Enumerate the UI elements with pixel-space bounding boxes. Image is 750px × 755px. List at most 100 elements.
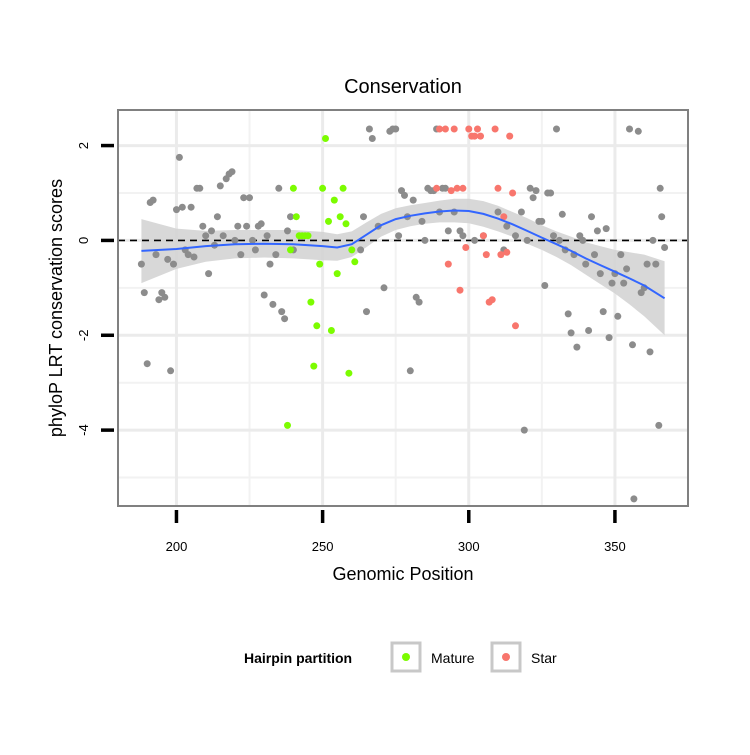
data-point-other: [553, 125, 560, 133]
data-point-other: [278, 308, 286, 316]
data-point-star: [474, 125, 481, 133]
data-point-other: [284, 227, 291, 235]
data-point-other: [406, 367, 414, 375]
data-point-other: [532, 187, 540, 195]
data-point-other: [380, 284, 388, 292]
data-point-other: [140, 289, 148, 297]
x-axis-label: Genomic Position: [332, 564, 473, 584]
data-point-star: [497, 251, 505, 259]
data-point-other: [418, 217, 426, 225]
data-point-mature: [348, 246, 356, 254]
data-point-other: [266, 260, 274, 268]
data-point-other: [512, 232, 519, 240]
data-point-other: [541, 282, 549, 289]
data-point-other: [149, 196, 157, 204]
data-point-other: [503, 222, 511, 230]
data-point-other: [219, 232, 227, 240]
data-point-other: [392, 125, 400, 133]
data-point-other: [234, 222, 242, 230]
x-tick-label: 300: [458, 539, 480, 554]
data-point-other: [228, 168, 236, 176]
data-point-mature: [289, 184, 297, 192]
data-point-other: [605, 334, 613, 342]
data-point-star: [479, 232, 487, 240]
data-point-mature: [319, 184, 327, 192]
data-point-mature: [307, 298, 315, 306]
data-point-other: [365, 125, 373, 133]
data-point-mature: [292, 213, 300, 221]
data-points: [137, 125, 669, 503]
data-point-other: [582, 260, 590, 268]
data-point-other: [421, 236, 429, 244]
data-point-other: [558, 210, 566, 218]
x-tick-label: 350: [604, 539, 626, 554]
data-point-other: [231, 236, 239, 244]
data-point-star: [500, 213, 508, 221]
data-point-other: [208, 227, 215, 235]
data-point-other: [187, 203, 195, 211]
data-point-other: [199, 222, 207, 230]
data-point-other: [257, 220, 265, 228]
data-point-other: [564, 310, 572, 318]
data-point-mature: [336, 213, 344, 221]
data-point-other: [608, 279, 616, 287]
data-point-star: [482, 251, 490, 259]
data-point-star: [456, 286, 464, 294]
data-point-other: [360, 213, 367, 221]
legend-swatch-star: [502, 653, 510, 661]
data-point-star: [509, 189, 517, 197]
data-point-other: [655, 421, 663, 429]
data-point-other: [178, 203, 186, 211]
y-tick-label: -4: [76, 424, 91, 436]
data-point-other: [205, 270, 213, 278]
data-point-other: [246, 194, 253, 202]
data-point-other: [444, 227, 452, 235]
data-point-other: [620, 279, 628, 287]
data-point-mature: [316, 260, 324, 268]
data-point-other: [593, 227, 601, 235]
data-point-other: [161, 293, 169, 301]
data-point-star: [471, 132, 479, 140]
data-point-star: [512, 322, 519, 330]
data-point-other: [357, 246, 365, 254]
data-point-other: [409, 196, 417, 204]
data-point-other: [547, 189, 555, 197]
y-tick-label: 0: [76, 237, 91, 244]
data-point-other: [494, 208, 502, 216]
data-point-star: [506, 132, 514, 140]
data-point-other: [249, 236, 256, 244]
data-point-mature: [351, 258, 359, 266]
data-point-other: [652, 260, 660, 268]
plot-panel: [118, 110, 688, 506]
data-point-other: [251, 246, 259, 254]
data-point-other: [287, 213, 294, 221]
legend-swatch-mature: [402, 653, 410, 661]
data-point-other: [368, 135, 376, 142]
data-point-other: [649, 236, 657, 244]
data-point-other: [630, 495, 638, 503]
data-point-other: [656, 184, 664, 192]
data-point-other: [137, 260, 145, 268]
data-point-other: [240, 194, 248, 202]
y-tick-label: -2: [76, 330, 91, 342]
data-point-other: [538, 217, 546, 225]
data-point-other: [263, 232, 271, 240]
x-tick-label: 200: [166, 539, 188, 554]
data-point-other: [415, 298, 423, 306]
data-point-other: [170, 260, 177, 268]
data-point-other: [243, 222, 251, 230]
data-point-other: [216, 182, 224, 190]
data-point-other: [529, 194, 537, 202]
y-axis-label: phyloP LRT conservation scores: [46, 179, 66, 437]
data-point-other: [523, 236, 531, 244]
plot-border: [117, 109, 689, 507]
data-point-other: [269, 300, 277, 308]
smooth-trend-line: [141, 209, 666, 300]
data-point-mature: [342, 220, 350, 228]
data-point-other: [629, 341, 636, 349]
data-point-other: [623, 265, 631, 273]
data-point-star: [465, 125, 473, 133]
data-point-other: [471, 236, 479, 244]
data-point-other: [661, 244, 669, 251]
data-point-star: [477, 132, 484, 140]
